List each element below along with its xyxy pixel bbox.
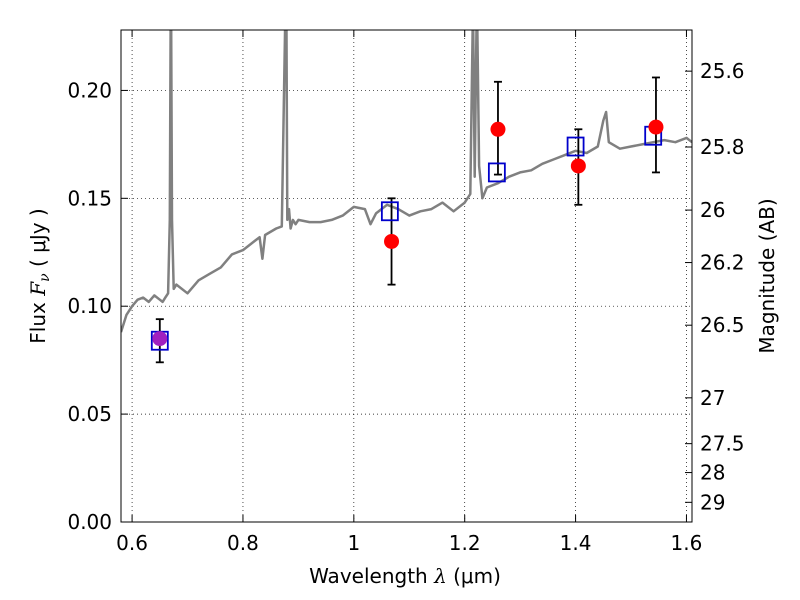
x-tick-label-0: 0.6 xyxy=(116,531,148,555)
x-axis-label: Wavelength λ (μm) xyxy=(309,564,501,588)
y2-axis-label: Magnitude (AB) xyxy=(755,198,779,353)
model-point-2 xyxy=(487,162,506,183)
x-tick-label-1: 0.8 xyxy=(227,531,259,555)
y-axis-label: Flux Fν ( μJy ) xyxy=(26,208,53,343)
y2-tick-label-6: 27.5 xyxy=(700,432,745,456)
observed-point-4 xyxy=(648,119,664,135)
y2-tick-label-3: 26.2 xyxy=(700,251,745,275)
x-tick-label-5: 1.6 xyxy=(671,531,703,555)
model-photometry-points xyxy=(150,125,663,351)
y2-tick-label-5: 27 xyxy=(700,386,725,410)
axis-ticks xyxy=(121,30,692,523)
observed-point-0 xyxy=(152,331,168,347)
x-tick-label-2: 1 xyxy=(347,531,360,555)
y2-tick-label-0: 25.6 xyxy=(700,59,745,83)
x-tick-label-3: 1.2 xyxy=(449,531,481,555)
y-tick-label-4: 0.20 xyxy=(67,78,112,102)
y2-tick-label-2: 26 xyxy=(700,198,725,222)
y-tick-label-3: 0.15 xyxy=(67,186,112,210)
error-bars xyxy=(155,76,660,364)
y2-tick-label-4: 26.5 xyxy=(700,313,745,337)
model-point-3 xyxy=(566,136,585,157)
y2-tick-label-1: 25.8 xyxy=(700,135,745,159)
observed-point-2 xyxy=(490,121,506,137)
y-tick-label-2: 0.10 xyxy=(67,294,112,318)
y-tick-label-1: 0.05 xyxy=(67,402,112,426)
plot-frame xyxy=(120,29,693,523)
y2-tick-label-7: 28 xyxy=(700,461,725,485)
y2-tick-label-8: 29 xyxy=(700,490,725,514)
observed-point-1 xyxy=(384,233,400,249)
tick-labels: 0.6 0.8 1 1.2 1.4 1.6 0.00 0.05 0.10 0.15 0.20 25.6… xyxy=(67,59,744,555)
model-spectrum-line xyxy=(121,30,692,333)
model-point-1 xyxy=(380,201,399,222)
observed-photometry-points xyxy=(152,119,664,347)
y-tick-label-0: 0.00 xyxy=(67,510,112,534)
x-tick-label-4: 1.4 xyxy=(560,531,592,555)
model-spectrum xyxy=(121,30,692,333)
observed-point-3 xyxy=(570,158,586,174)
